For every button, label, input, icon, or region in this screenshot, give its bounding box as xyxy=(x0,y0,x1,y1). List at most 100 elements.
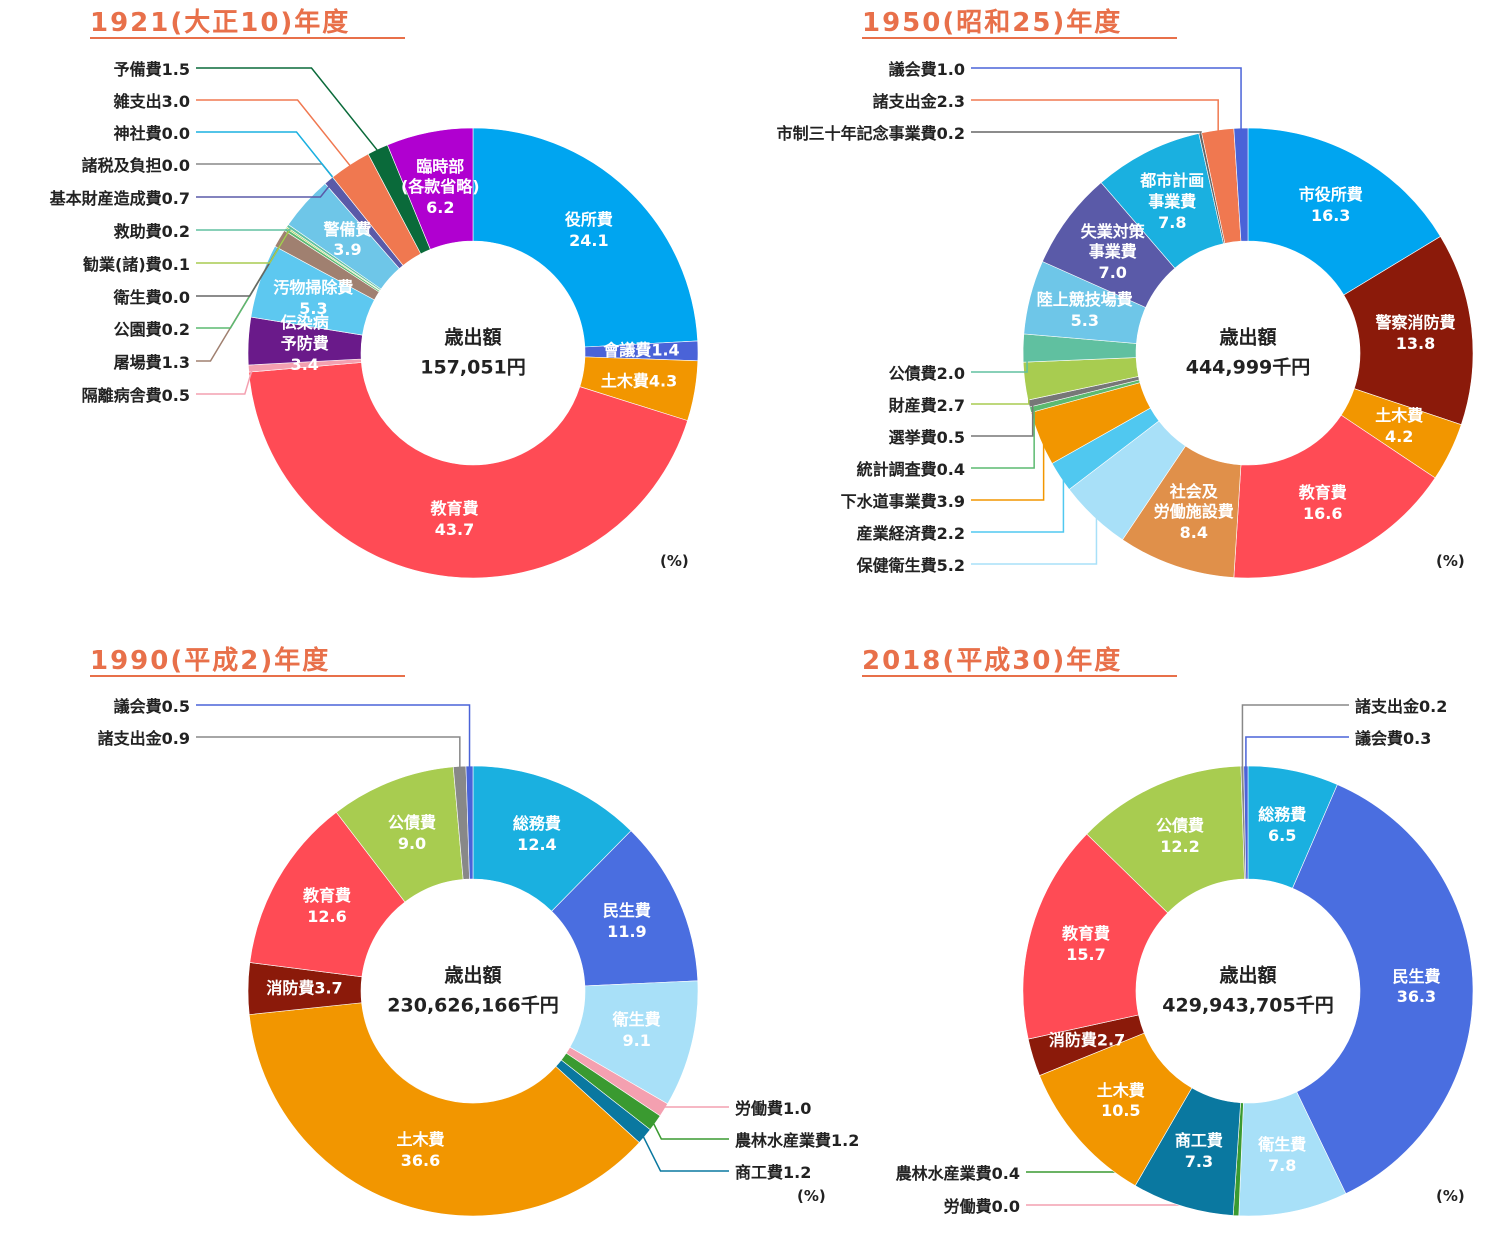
category-label: 隔離病舎費 xyxy=(81,386,162,405)
outside-label: 労働費0.0 xyxy=(944,1193,1020,1217)
category-label: 陸上競技場費 xyxy=(1036,290,1133,310)
leader-line xyxy=(196,182,332,198)
unit-label: (%) xyxy=(1436,552,1465,570)
value-label: 2.3 xyxy=(936,92,965,111)
category-label: 神社費 xyxy=(113,124,162,143)
category-label: 警察消防費 xyxy=(1375,313,1456,333)
value-label: 0.5 xyxy=(161,386,190,405)
inside-label: 土木費 4.3 xyxy=(601,371,677,392)
value-label: 0.2 xyxy=(161,222,190,241)
category-label: 教育費 xyxy=(1298,483,1347,503)
outside-label: 衛生費0.0 xyxy=(114,284,190,308)
chart-title: 1921(大正10)年度 xyxy=(90,8,351,38)
wedge xyxy=(248,362,688,579)
value-label: 36.3 xyxy=(1396,987,1437,1007)
wedge xyxy=(248,1002,640,1217)
value-label: 11.9 xyxy=(607,922,647,942)
category-label: 商工費 xyxy=(735,1163,784,1182)
total-label: 230,626,166千円 xyxy=(387,995,559,1017)
category-label: 都市計画 事業費 xyxy=(1140,171,1205,212)
outside-label: 保健衛生費5.2 xyxy=(857,552,965,576)
category-label: 財産費 xyxy=(888,396,937,415)
wedge xyxy=(465,765,474,880)
inside-label: 教育費 43.7 xyxy=(430,500,478,542)
category-label: 統計調査費 xyxy=(856,460,937,479)
inside-label: 消防費 3.7 xyxy=(266,979,342,1000)
category-label: 諸支出金 xyxy=(872,92,937,111)
leader-line xyxy=(971,474,1065,533)
value-label: 0.7 xyxy=(161,189,190,208)
category-label: 土木費 xyxy=(1375,406,1424,426)
category-label: 勧業(諸)費 xyxy=(83,255,162,274)
category-label: 諸支出金 xyxy=(1355,697,1420,716)
leader-line xyxy=(1241,704,1349,771)
wedge xyxy=(1233,414,1436,579)
value-label: 2.2 xyxy=(936,524,965,543)
outside-label: 諸支出金0.2 xyxy=(1355,693,1447,717)
leader-line xyxy=(971,408,1035,469)
inside-label: 會議費 1.4 xyxy=(603,341,679,362)
value-label: 2.7 xyxy=(936,396,965,415)
category-label: 選挙費 xyxy=(888,428,937,447)
total-label: 444,999千円 xyxy=(1185,357,1311,379)
category-label: 衛生費 xyxy=(1258,1135,1307,1155)
value-label: 1.0 xyxy=(936,60,965,79)
outside-label: 農林水産業費1.2 xyxy=(735,1127,859,1151)
category-label: 教育費 xyxy=(430,499,479,519)
chart-title: 1950(昭和25)年度 xyxy=(862,8,1123,38)
value-label: 3.9 xyxy=(936,492,965,511)
category-label: 総務費 xyxy=(1258,805,1307,825)
leader-line xyxy=(196,704,471,771)
value-label: 5.3 xyxy=(299,298,328,318)
inside-label: 土木費 4.2 xyxy=(1375,406,1423,448)
inside-label: 失業対策 事業費 7.0 xyxy=(1081,221,1145,283)
value-label: 3.0 xyxy=(161,92,190,111)
value-label: 16.6 xyxy=(1302,504,1343,523)
value-label: 1.2 xyxy=(831,1131,860,1150)
wedge xyxy=(1247,127,1441,296)
value-label: 0.5 xyxy=(936,428,965,447)
value-label: 15.7 xyxy=(1066,944,1106,964)
category-label: 議会費 xyxy=(113,697,162,716)
category-label: 基本財産造成費 xyxy=(49,189,162,208)
value-label: 24.1 xyxy=(569,230,609,250)
center-text: 歳出額 157,051円 xyxy=(420,323,526,384)
wedge xyxy=(1292,784,1474,1195)
value-label: 5.2 xyxy=(936,556,965,575)
leader-line xyxy=(1245,736,1349,771)
outside-label: 諸支出金0.9 xyxy=(98,725,190,749)
category-label: 伝染病 予防費 xyxy=(280,312,329,353)
wedge xyxy=(472,765,632,912)
outside-label: 議会費1.0 xyxy=(889,56,965,80)
value-label: 7.8 xyxy=(1268,1155,1297,1175)
category-label: 公債費 xyxy=(1156,816,1205,835)
category-label: 労働費 xyxy=(943,1197,992,1216)
value-label: 1.3 xyxy=(161,353,190,372)
value-label: 0.0 xyxy=(991,1197,1020,1216)
category-label: 臨時部 (各款省略) xyxy=(400,156,480,197)
outside-label: 諸支出金2.3 xyxy=(873,88,965,112)
wedge xyxy=(1233,127,1249,242)
category-label: 失業対策 事業費 xyxy=(1080,221,1145,262)
category-label: 総務費 xyxy=(512,814,561,834)
category-label: 警備費 xyxy=(323,219,372,239)
chart-title: 2018(平成30)年度 xyxy=(862,646,1123,676)
unit-label: (%) xyxy=(1436,1187,1465,1205)
center-label: 歳出額 xyxy=(1219,326,1277,349)
category-label: 雑支出 xyxy=(113,92,162,111)
value-label: 1.4 xyxy=(651,341,680,361)
category-label: 土木費 xyxy=(396,1130,445,1150)
inside-label: 土木費 36.6 xyxy=(396,1130,444,1172)
category-label: 消防費 xyxy=(266,978,315,998)
category-label: 諸税及負担 xyxy=(81,156,162,175)
category-label: 民生費 xyxy=(1392,966,1441,986)
category-label: 公債費 xyxy=(888,364,937,383)
outside-label: 公債費2.0 xyxy=(889,360,965,384)
category-label: 教育費 xyxy=(1061,923,1110,943)
inside-label: 民生費 11.9 xyxy=(603,902,651,944)
category-label: 市役所費 xyxy=(1298,185,1363,205)
wedge xyxy=(472,127,698,348)
inside-label: 役所費 24.1 xyxy=(565,210,613,252)
inside-label: 陸上競技場費 5.3 xyxy=(1037,290,1133,332)
